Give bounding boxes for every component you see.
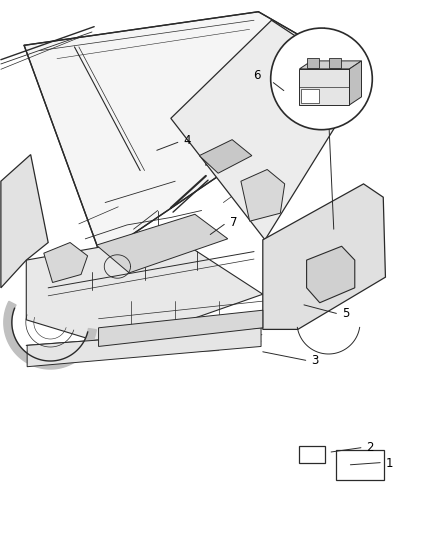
Polygon shape (300, 69, 350, 105)
Text: 4: 4 (183, 134, 191, 147)
Polygon shape (44, 243, 88, 282)
Polygon shape (4, 301, 96, 369)
Text: 1: 1 (385, 457, 393, 470)
Text: 5: 5 (342, 307, 349, 320)
Text: 6: 6 (253, 69, 261, 82)
Circle shape (271, 28, 372, 130)
Polygon shape (96, 214, 228, 273)
Text: 3: 3 (311, 354, 318, 367)
Polygon shape (26, 235, 263, 346)
Text: 2: 2 (366, 441, 374, 454)
FancyBboxPatch shape (336, 450, 384, 480)
FancyBboxPatch shape (329, 58, 342, 68)
Polygon shape (300, 61, 361, 69)
Polygon shape (241, 169, 285, 221)
FancyBboxPatch shape (307, 58, 319, 68)
Text: 7: 7 (230, 216, 237, 229)
Polygon shape (350, 61, 361, 105)
Polygon shape (263, 184, 385, 329)
Polygon shape (171, 20, 364, 240)
Polygon shape (307, 246, 355, 303)
Polygon shape (27, 328, 261, 367)
Polygon shape (1, 155, 48, 288)
FancyBboxPatch shape (299, 446, 325, 463)
Polygon shape (24, 12, 368, 256)
Polygon shape (199, 140, 252, 173)
FancyBboxPatch shape (301, 89, 319, 103)
Polygon shape (99, 310, 263, 346)
